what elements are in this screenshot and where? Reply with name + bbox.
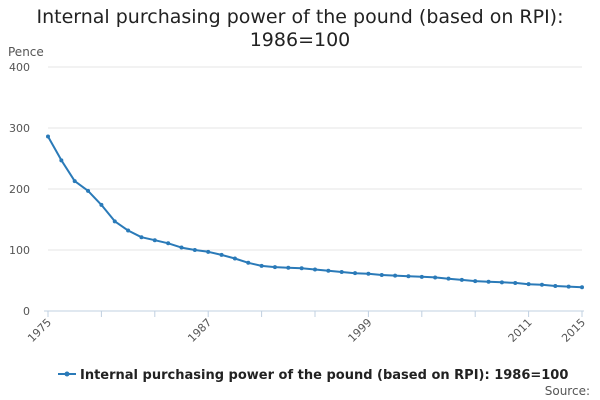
data-point[interactable] [446, 276, 451, 281]
data-point[interactable] [272, 265, 277, 270]
chart-title-line-2: 1986=100 [249, 29, 351, 51]
data-point[interactable] [526, 282, 531, 287]
data-point[interactable] [232, 256, 237, 261]
x-axis-ticks: 1975 1987 1999 2011 2015 [25, 311, 588, 345]
data-point[interactable] [299, 266, 304, 271]
data-point[interactable] [486, 279, 491, 284]
legend-label: Internal purchasing power of the pound (… [80, 368, 568, 383]
y-tick-label: 0 [23, 305, 30, 318]
data-point[interactable] [406, 274, 411, 279]
data-point[interactable] [433, 275, 438, 280]
gridlines [48, 66, 582, 251]
data-point[interactable] [379, 273, 384, 278]
data-point[interactable] [353, 271, 358, 276]
data-point[interactable] [366, 271, 371, 276]
data-point[interactable] [219, 252, 224, 257]
data-point[interactable] [393, 273, 398, 278]
data-point[interactable] [313, 267, 317, 272]
data-point[interactable] [139, 235, 144, 240]
data-point[interactable] [112, 219, 117, 224]
y-tick-label: 400 [9, 61, 30, 74]
data-point[interactable] [326, 268, 331, 273]
data-point[interactable] [72, 179, 77, 184]
data-point[interactable] [192, 248, 197, 252]
data-point[interactable] [152, 238, 157, 243]
data-point[interactable] [553, 283, 558, 288]
legend-dot-marker [64, 371, 70, 377]
x-tick-label: 1975 [25, 316, 54, 345]
data-point[interactable] [126, 228, 131, 233]
data-point[interactable] [286, 265, 291, 270]
chart-title-line-1: Internal purchasing power of the pound (… [36, 6, 564, 28]
data-point[interactable] [566, 284, 571, 289]
data-point[interactable] [499, 280, 504, 285]
y-axis-title: Pence [8, 45, 44, 59]
chart-title: Internal purchasing power of the pound (… [0, 6, 600, 52]
x-tick-label: 1987 [185, 316, 214, 345]
data-point[interactable] [86, 188, 91, 193]
data-point[interactable] [206, 249, 211, 254]
data-point[interactable] [166, 241, 171, 246]
data-point[interactable] [419, 274, 424, 279]
legend[interactable]: Internal purchasing power of the pound (… [58, 368, 568, 383]
data-point[interactable] [580, 285, 584, 290]
data-point[interactable] [46, 134, 50, 139]
data-point[interactable] [459, 277, 464, 282]
data-point[interactable] [179, 245, 184, 250]
series-group [46, 134, 584, 290]
series-line [47, 136, 583, 289]
data-point[interactable] [246, 260, 251, 265]
x-tick-label: 1999 [346, 316, 375, 345]
y-tick-label: 200 [9, 183, 30, 196]
x-tick-label: 2011 [506, 316, 535, 345]
data-point[interactable] [59, 158, 64, 163]
data-point[interactable] [539, 282, 544, 287]
y-tick-label: 300 [9, 122, 30, 135]
data-point[interactable] [259, 263, 264, 268]
x-tick-label: 2015 [559, 316, 588, 345]
data-point[interactable] [99, 202, 104, 207]
source-label: Source: [545, 384, 590, 398]
data-point[interactable] [473, 279, 478, 284]
y-axis-tick-labels: 0 100 200 300 400 [9, 61, 30, 318]
y-tick-label: 100 [9, 244, 30, 257]
data-point[interactable] [339, 269, 344, 274]
data-point[interactable] [513, 280, 518, 285]
